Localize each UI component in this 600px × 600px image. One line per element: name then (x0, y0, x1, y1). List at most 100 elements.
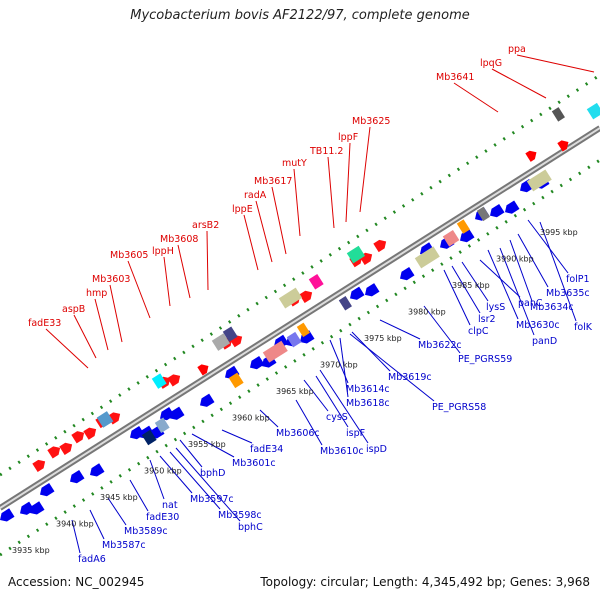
reverse-gene-arrow (400, 266, 415, 281)
scale-tick-label: 3935 kbp (12, 546, 50, 555)
reverse-gene-label: lsr2 (478, 314, 496, 325)
forward-gene-box (151, 373, 167, 389)
forward-gene-box (308, 273, 324, 290)
reverse-gene-label: clpC (468, 326, 489, 337)
reverse-gene-box (154, 417, 170, 434)
forward-gene-label: lpqG (480, 58, 502, 69)
forward-gene-label: Mb3605 (110, 250, 148, 261)
forward-gene-arrow (47, 446, 61, 459)
reverse-gene-label: Mb3597c (190, 494, 234, 505)
scale-tick-label: 3960 kbp (232, 414, 270, 423)
reverse-gene-box (476, 206, 490, 222)
forward-gene-box (586, 102, 600, 120)
reverse-gene-label: ispF (346, 428, 365, 439)
reverse-gene-label: PE_PGRS58 (432, 402, 486, 413)
scale-tick-label: 3985 kbp (452, 281, 490, 290)
dotted-outer-ring (0, 73, 600, 477)
scale-tick-label: 3965 kbp (276, 387, 314, 396)
reverse-gene-box (338, 296, 352, 311)
reverse-gene-arrow (90, 463, 105, 477)
reverse-gene-label: Mb3630c (516, 320, 560, 331)
reverse-gene-arrow (490, 203, 505, 218)
reverse-gene-box (262, 340, 288, 363)
forward-gene-label: TB11.2 (309, 146, 343, 157)
reverse-gene-box (442, 230, 460, 247)
forward-gene-arrow (197, 364, 209, 376)
reverse-strand-features (0, 169, 552, 522)
reverse-gene-label: folP1 (566, 274, 590, 285)
reverse-gene-label: fadA6 (78, 554, 106, 565)
reverse-gene-label: fadE30 (146, 512, 179, 523)
forward-gene-arrow (107, 412, 121, 425)
reverse-gene-box (456, 219, 470, 234)
reverse-gene-arrow (40, 482, 55, 497)
reverse-gene-label: fadE34 (250, 444, 283, 455)
reverse-gene-arrow (170, 406, 185, 420)
reverse-gene-box (526, 169, 552, 192)
forward-gene-label: Mb3625 (352, 116, 390, 127)
forward-gene-label: lppE (232, 204, 253, 215)
accession-label: Accession: NC_002945 (8, 575, 145, 589)
backbone (0, 125, 600, 511)
forward-gene-arrow (83, 427, 97, 440)
reverse-gene-box (286, 331, 302, 348)
reverse-gene-arrow (250, 355, 265, 370)
forward-gene-label: aspB (62, 304, 85, 315)
forward-gene-arrow (32, 459, 46, 473)
scale-tick-label: 3950 kbp (144, 467, 182, 476)
reverse-gene-label: Mb3606c (276, 428, 320, 439)
scale-tick-label: 3940 kbp (56, 520, 94, 529)
reverse-gene-label: Mb3601c (232, 458, 276, 469)
reverse-gene-label: Mb3634c (530, 302, 574, 313)
scale-tick-label: 3955 kbp (188, 440, 226, 449)
scale-tick-label: 3990 kbp (496, 255, 534, 264)
forward-gene-label: ppa (508, 44, 526, 55)
reverse-gene-box (296, 322, 310, 338)
forward-gene-arrow (299, 290, 313, 303)
forward-gene-box (222, 326, 238, 342)
reverse-gene-label: ispD (366, 444, 387, 455)
forward-strand-features (32, 102, 600, 473)
label-leader-lines (45, 54, 595, 554)
kbp-scale: 3935 kbp 3940 kbp 3945 kbp 3950 kbp 3955 kbp… (12, 228, 578, 555)
reverse-gene-box (141, 429, 157, 446)
reverse-gene-label: Mb3587c (102, 540, 146, 551)
scale-tick-label: 3980 kbp (408, 308, 446, 317)
forward-gene-box (96, 411, 114, 428)
reverse-gene-label: Mb3589c (124, 526, 168, 537)
scale-tick-label: 3945 kbp (100, 493, 138, 502)
reverse-gene-label: Mb3619c (388, 372, 432, 383)
reverse-gene-box (414, 246, 440, 269)
forward-gene-label: Mb3617 (254, 176, 292, 187)
reverse-gene-label: Mb3618c (346, 398, 390, 409)
forward-gene-label: lppH (152, 246, 174, 257)
reverse-gene-label: cysS (326, 412, 348, 423)
scale-tick-label: 3995 kbp (540, 228, 578, 237)
reverse-gene-arrow (350, 286, 365, 300)
forward-gene-label: Mb3608 (160, 234, 198, 245)
scale-tick-label: 3970 kbp (320, 361, 358, 370)
forward-gene-box (278, 287, 303, 309)
reverse-gene-arrow (505, 200, 520, 214)
reverse-gene-arrow (300, 330, 315, 344)
reverse-gene-arrow (0, 508, 15, 522)
reverse-gene-label: nat (162, 500, 178, 511)
reverse-gene-label: bphD (200, 468, 225, 479)
reverse-gene-arrow (200, 393, 215, 407)
forward-gene-arrow (557, 140, 569, 152)
forward-gene-label: fadE33 (28, 318, 61, 329)
reverse-gene-label: folK (574, 322, 593, 333)
reverse-gene-arrow (70, 469, 85, 484)
reverse-gene-arrow (30, 501, 45, 515)
forward-gene-label: mutY (282, 158, 307, 169)
forward-gene-label: arsB2 (192, 220, 219, 231)
reverse-gene-label: panC (518, 298, 543, 309)
forward-gene-box (551, 107, 565, 122)
forward-gene-arrow (71, 431, 85, 444)
reverse-gene-label: bphC (238, 522, 263, 533)
reverse-gene-label: panD (532, 336, 557, 347)
reverse-gene-arrow (460, 228, 475, 243)
forward-gene-arrow (373, 239, 387, 253)
